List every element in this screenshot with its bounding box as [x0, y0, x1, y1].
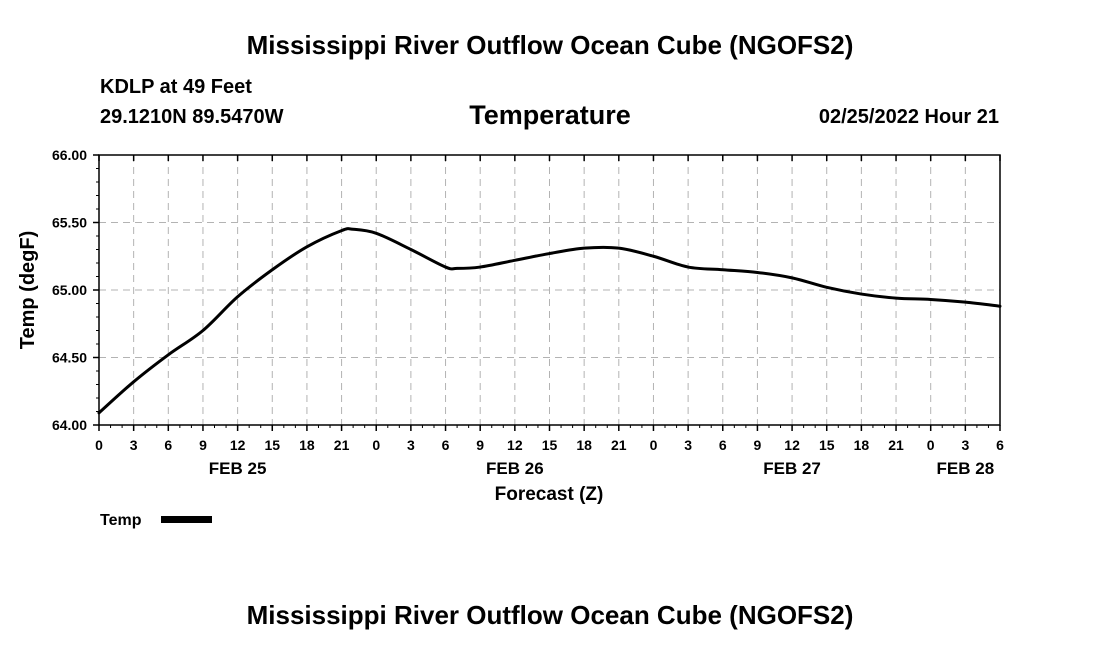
- station-label: KDLP at 49 Feet: [100, 76, 252, 98]
- x-tick-label: 0: [650, 437, 658, 453]
- legend: Temp: [100, 512, 212, 529]
- x-tick-label: 9: [476, 437, 484, 453]
- variable-title: Temperature: [469, 100, 631, 130]
- x-axis: 0 3 6 9 12 15 18 21 0 3 6 9 12 15 18 21 0 3 6 9 12 15 18 21 0 3 6: [95, 155, 1004, 453]
- y-tick-label: 64.50: [52, 350, 87, 366]
- x-tick-label: 12: [784, 437, 800, 453]
- x-tick-label: 9: [754, 437, 762, 453]
- y-axis-label: Temp (degF): [17, 231, 39, 350]
- x-tick-label: 21: [334, 437, 350, 453]
- date-label: FEB 28: [937, 459, 995, 478]
- date-labels: FEB 25 FEB 26 FEB 27 FEB 28: [209, 459, 994, 478]
- x-tick-label: 0: [927, 437, 935, 453]
- y-tick-label: 65.50: [52, 215, 87, 231]
- x-tick-label: 9: [199, 437, 207, 453]
- x-tick-label: 12: [507, 437, 523, 453]
- x-tick-label: 18: [576, 437, 592, 453]
- x-tick-label: 6: [164, 437, 172, 453]
- x-tick-label: 15: [819, 437, 835, 453]
- x-tick-label: 12: [230, 437, 246, 453]
- x-axis-label: Forecast (Z): [495, 484, 604, 505]
- x-tick-label: 3: [130, 437, 138, 453]
- y-axis: 64.00 64.50 65.00 65.50 66.00: [52, 147, 99, 433]
- date-label: FEB 25: [209, 459, 267, 478]
- date-label: FEB 27: [763, 459, 821, 478]
- legend-swatch: [161, 516, 212, 523]
- y-tick-label: 66.00: [52, 147, 87, 163]
- legend-label: Temp: [100, 512, 142, 529]
- x-tick-label: 3: [407, 437, 415, 453]
- x-tick-label: 15: [542, 437, 558, 453]
- x-tick-label: 6: [996, 437, 1004, 453]
- minor-ticks: [96, 154, 1001, 428]
- y-tick-label: 65.00: [52, 282, 87, 298]
- y-tick-label: 64.00: [52, 417, 87, 433]
- temp-series-line: [97, 227, 1002, 415]
- x-tick-label: 6: [719, 437, 727, 453]
- forecast-datetime: 02/25/2022 Hour 21: [818, 106, 999, 128]
- x-tick-label: 18: [854, 437, 870, 453]
- x-tick-label: 0: [372, 437, 380, 453]
- x-tick-label: 21: [888, 437, 904, 453]
- x-tick-label: 6: [442, 437, 450, 453]
- x-tick-label: 3: [961, 437, 969, 453]
- x-tick-label: 21: [611, 437, 627, 453]
- chart-title-top: Mississippi River Outflow Ocean Cube (NG…: [246, 30, 854, 60]
- station-coordinates: 29.1210N 89.5470W: [100, 106, 284, 128]
- x-tick-label: 15: [264, 437, 280, 453]
- x-tick-label: 0: [95, 437, 103, 453]
- grid-lines: [99, 155, 1000, 425]
- chart-title-bottom: Mississippi River Outflow Ocean Cube (NG…: [246, 600, 854, 630]
- x-tick-label: 18: [299, 437, 315, 453]
- x-tick-label: 3: [684, 437, 692, 453]
- date-label: FEB 26: [486, 459, 544, 478]
